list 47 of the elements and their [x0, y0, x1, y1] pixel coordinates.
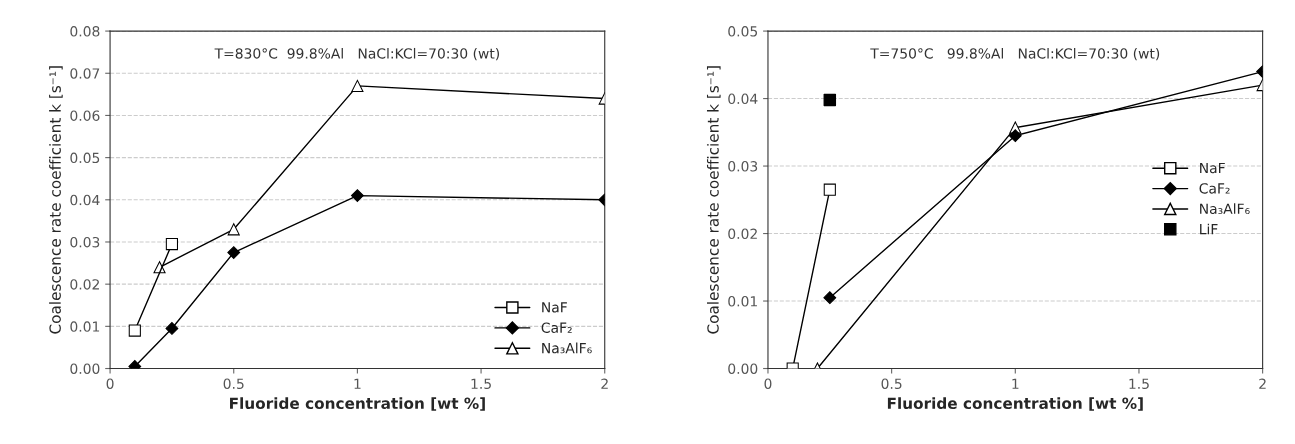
y-tick-label: 0.00 — [728, 363, 758, 374]
y-tick-label: 0.00 — [70, 363, 100, 374]
y-tick-label: 0.04 — [728, 93, 758, 105]
x-tick-label: 0 — [764, 378, 772, 389]
legend-label: Na₃AlF₆ — [542, 342, 592, 354]
y-tick-label: 0.07 — [70, 68, 100, 79]
x-axis-title: Fluoride concentration [wt %] — [887, 397, 1143, 411]
y-axis-title: Coalescence rate coefficient k [s⁻¹] — [706, 66, 721, 334]
y-tick-label: 0.04 — [70, 194, 100, 206]
point — [165, 322, 179, 335]
x-tick-label: 2 — [1259, 378, 1266, 389]
y-tick-label: 0.06 — [70, 110, 100, 121]
x-tick-label: 1 — [1012, 378, 1019, 389]
x-tick-label: 0.5 — [881, 378, 902, 389]
point — [350, 189, 364, 202]
legend-label: Na₃AlF₆ — [1200, 203, 1250, 215]
y-tick-label: 0.03 — [70, 236, 100, 248]
point — [823, 183, 836, 196]
annotation: T=750°C 99.8%Al NaCl:KCl=70:30 (wt) — [870, 47, 1160, 61]
legend-label: NaF — [1200, 162, 1225, 174]
point — [165, 238, 178, 251]
y-tick-label: 0.05 — [70, 152, 100, 164]
y-tick-label: 0.02 — [728, 228, 757, 240]
x-tick-label: 1.5 — [1129, 378, 1149, 389]
x-tick-label: 0.5 — [223, 378, 244, 389]
x-tick-label: 1.5 — [471, 378, 491, 389]
legend-label: CaF₂ — [1199, 183, 1230, 194]
y-tick-label: 0.08 — [70, 26, 100, 37]
legend-label: LiF — [1200, 223, 1218, 235]
point — [128, 324, 141, 337]
point — [351, 79, 364, 92]
annotation: T=830°C 99.8%Al NaCl:KCl=70:30 (wt) — [214, 47, 499, 61]
point — [227, 246, 241, 259]
x-tick-label: 2 — [601, 378, 608, 389]
y-tick-label: 0.01 — [728, 296, 757, 307]
x-axis-title: Fluoride concentration [wt %] — [230, 397, 485, 411]
legend-label: CaF₂ — [541, 322, 572, 333]
point — [227, 223, 240, 236]
y-tick-label: 0.05 — [728, 26, 758, 37]
x-tick-label: 0 — [106, 378, 114, 389]
x-tick-label: 1 — [354, 378, 361, 389]
y-tick-label: 0.01 — [70, 321, 100, 332]
y-tick-label: 0.02 — [70, 279, 99, 290]
point — [823, 93, 837, 107]
legend-label: NaF — [542, 302, 567, 313]
y-axis-title: Coalescence rate coefficient k [s⁻¹] — [49, 66, 63, 334]
y-tick-label: 0.03 — [728, 161, 758, 172]
